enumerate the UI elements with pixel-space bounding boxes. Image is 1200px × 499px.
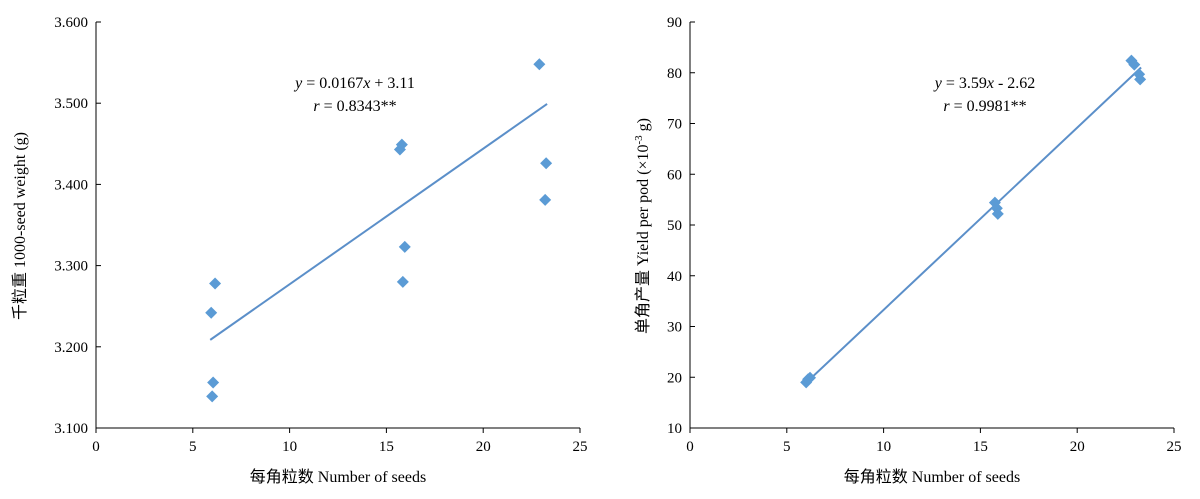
left-y-tick-label: 3.400 <box>54 177 88 193</box>
right-trendline-group <box>803 66 1142 386</box>
left-data-point <box>209 277 222 290</box>
chart-left: 0 5 10 15 20 25 3.100 3.200 3.300 3.400 3.500 3.600… <box>11 15 588 486</box>
right-y-axis-title: 单角产量 Yield per pod (×10-3 g) <box>633 118 652 334</box>
left-ticks: 0 5 10 15 20 25 3.100 3.200 3.300 3.400 3.500 3.600 <box>54 15 587 455</box>
right-data-point <box>1128 58 1141 71</box>
left-points-group <box>205 58 553 403</box>
right-y-title-sup: -3 <box>633 135 645 145</box>
right-data-point <box>991 207 1004 220</box>
right-points-group <box>800 54 1147 389</box>
right-y-tick-label: 30 <box>667 320 682 336</box>
right-ticks: 0 5 10 15 20 25 10 20 30 40 50 60 70 80 90 <box>667 15 1182 455</box>
right-r-value: = 0.9981** <box>950 98 1027 115</box>
left-eq-var-y: y <box>293 75 303 92</box>
right-r-var: r <box>943 98 950 115</box>
left-data-point <box>540 157 553 170</box>
right-y-tick-label: 90 <box>667 15 682 31</box>
left-data-point <box>396 275 409 288</box>
left-r-value: = 0.8343** <box>320 98 397 115</box>
left-y-axis-title: 千粒重 1000-seed weight (g) <box>11 132 29 320</box>
left-eq-part1: = 0.0167 <box>302 75 363 92</box>
right-x-axis-title: 每角粒数 Number of seeds <box>844 468 1020 486</box>
right-y-title-unit: g) <box>635 118 652 135</box>
left-y-tick-label: 3.100 <box>54 421 88 437</box>
right-x-tick-label: 20 <box>1070 439 1085 455</box>
left-x-tick-label: 15 <box>379 439 394 455</box>
left-correlation: r = 0.8343** <box>313 98 396 115</box>
left-y-tick-label: 3.600 <box>54 15 88 31</box>
chart-right: 0 5 10 15 20 25 10 20 30 40 50 60 70 80 90 y = 3.59x -… <box>633 15 1182 486</box>
left-data-point <box>207 376 220 389</box>
right-y-tick-label: 80 <box>667 66 682 82</box>
right-trendline <box>803 66 1142 386</box>
left-x-tick-label: 5 <box>189 439 197 455</box>
right-x-tick-label: 25 <box>1167 439 1182 455</box>
right-y-tick-label: 10 <box>667 421 682 437</box>
left-y-tick-label: 3.200 <box>54 340 88 356</box>
right-y-tick-label: 40 <box>667 269 682 285</box>
right-y-tick-label: 70 <box>667 117 682 133</box>
right-eq-part1: = 3.59 <box>942 75 987 92</box>
left-r-var: r <box>313 98 320 115</box>
left-trendline-group <box>209 103 548 341</box>
left-equation: y = 0.0167x + 3.11 <box>293 75 415 92</box>
left-x-tick-label: 25 <box>573 439 588 455</box>
right-data-point <box>1134 73 1147 86</box>
left-x-tick-label: 10 <box>282 439 297 455</box>
right-x-tick-label: 10 <box>876 439 891 455</box>
right-y-title-main: 单角产量 Yield per pod (×10 <box>634 145 652 334</box>
left-eq-var-x: x <box>362 75 370 92</box>
right-eq-var-x: x <box>986 75 994 92</box>
right-y-tick-label: 20 <box>667 370 682 386</box>
right-equation: y = 3.59x - 2.62 <box>933 75 1036 92</box>
left-data-point <box>206 390 219 403</box>
left-y-tick-label: 3.300 <box>54 259 88 275</box>
left-data-point <box>533 58 546 71</box>
left-axes: 0 5 10 15 20 25 3.100 3.200 3.300 3.400 3.500 3.600 <box>54 15 587 455</box>
left-data-point <box>205 306 218 319</box>
left-x-tick-label: 0 <box>92 439 100 455</box>
left-data-point <box>539 193 552 206</box>
right-eq-part2: - 2.62 <box>994 75 1035 92</box>
left-y-tick-label: 3.500 <box>54 96 88 112</box>
right-axes: 0 5 10 15 20 25 10 20 30 40 50 60 70 80 90 <box>667 15 1182 455</box>
left-x-tick-label: 20 <box>476 439 491 455</box>
left-trendline <box>209 103 548 341</box>
right-data-point <box>804 371 817 384</box>
left-data-point <box>395 138 408 151</box>
right-x-tick-label: 0 <box>686 439 694 455</box>
right-y-tick-label: 50 <box>667 218 682 234</box>
left-data-point <box>398 240 411 253</box>
left-x-axis-title: 每角粒数 Number of seeds <box>250 468 426 486</box>
right-x-tick-label: 15 <box>973 439 988 455</box>
right-eq-var-y: y <box>933 75 943 92</box>
left-eq-part2: + 3.11 <box>370 75 414 92</box>
right-y-tick-label: 60 <box>667 167 682 183</box>
right-x-tick-label: 5 <box>783 439 791 455</box>
right-correlation: r = 0.9981** <box>943 98 1026 115</box>
